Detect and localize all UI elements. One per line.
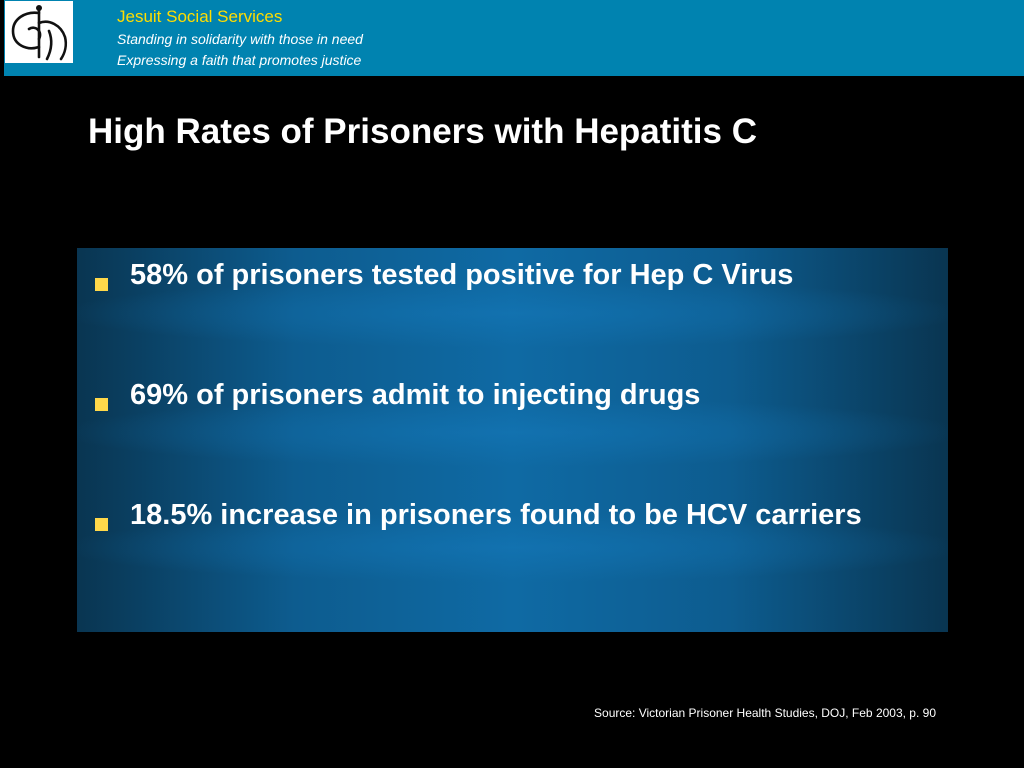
- source-citation: Source: Victorian Prisoner Health Studie…: [594, 706, 936, 720]
- bullet-square-icon: [95, 518, 108, 531]
- slide-title: High Rates of Prisoners with Hepatitis C: [88, 112, 757, 151]
- jesuit-social-services-logo-icon: [5, 1, 73, 63]
- tagline-solidarity: Standing in solidarity with those in nee…: [117, 31, 363, 47]
- bullet-text: 18.5% increase in prisoners found to be …: [130, 499, 862, 531]
- bullet-list-panel: 58% of prisoners tested positive for Hep…: [77, 248, 948, 632]
- bullet-text: 58% of prisoners tested positive for Hep…: [130, 259, 794, 291]
- bullet-text: 69% of prisoners admit to injecting drug…: [130, 379, 701, 411]
- tagline-faith-justice: Expressing a faith that promotes justice: [117, 52, 362, 68]
- header-banner: Jesuit Social Services Standing in solid…: [4, 0, 1024, 76]
- bullet-square-icon: [95, 278, 108, 291]
- organization-name: Jesuit Social Services: [117, 7, 283, 26]
- bullet-square-icon: [95, 398, 108, 411]
